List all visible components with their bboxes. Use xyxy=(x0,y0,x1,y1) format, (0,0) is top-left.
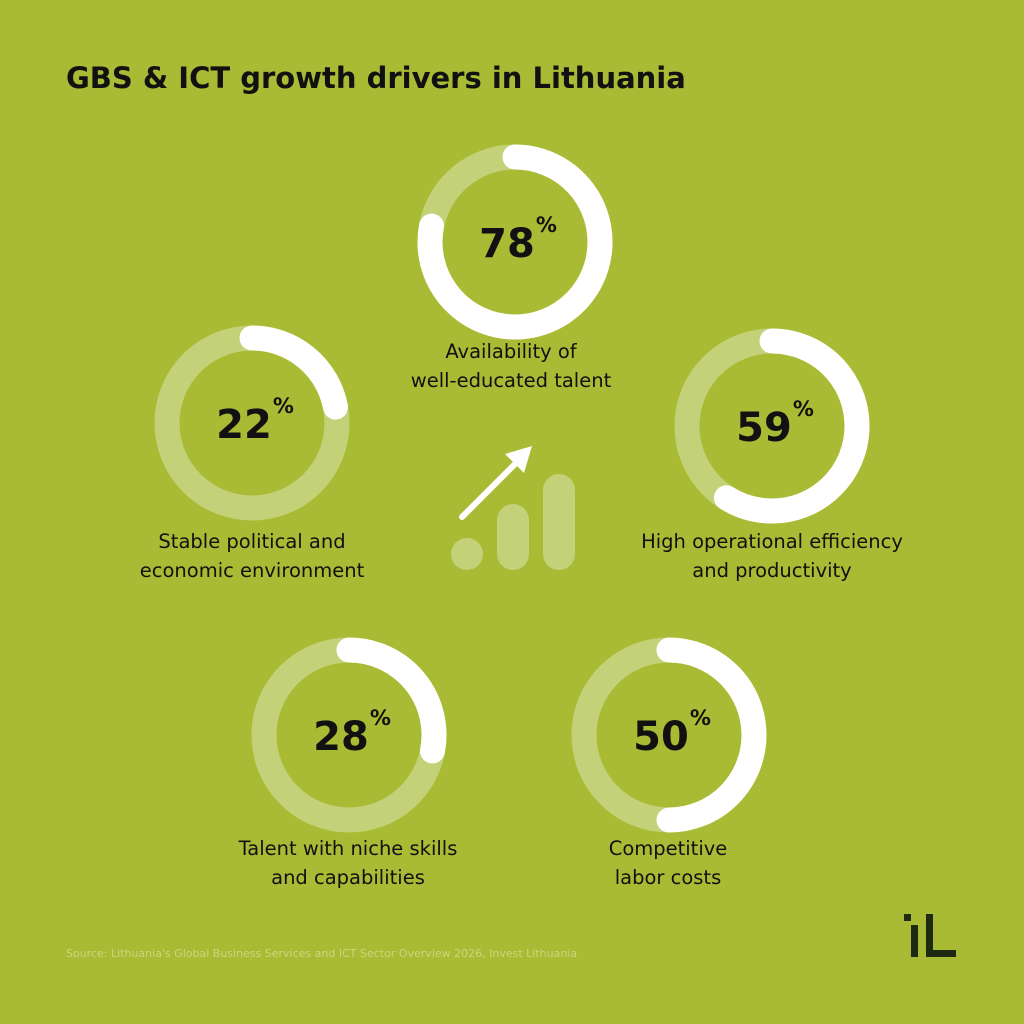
driver-label: labor costs xyxy=(615,866,722,889)
value-label: 78 xyxy=(479,221,535,267)
driver-label: and productivity xyxy=(692,559,851,582)
icon-dot xyxy=(451,538,483,570)
logo-part xyxy=(911,925,918,957)
value-label: 28 xyxy=(313,714,369,760)
driver-label: Talent with niche skills xyxy=(238,837,458,860)
unit-label: % xyxy=(370,706,391,730)
donut: 28 % Talent with niche skills and capabilit… xyxy=(238,637,458,889)
value-label: 59 xyxy=(736,405,792,451)
driver-label: Availability of xyxy=(445,340,577,363)
unit-label: % xyxy=(793,397,814,421)
logo-part xyxy=(926,950,956,957)
donut-arc xyxy=(336,637,447,764)
driver-label: High operational efficiency xyxy=(641,530,903,553)
growth-icon xyxy=(451,446,575,570)
value-label: 50 xyxy=(633,714,689,760)
source-note: Source: Lithuania's Global Business Serv… xyxy=(66,947,577,960)
donut: 50 % Competitive labor costs xyxy=(571,637,767,889)
unit-label: % xyxy=(690,706,711,730)
driver-label: economic environment xyxy=(140,559,365,582)
logo-part xyxy=(926,914,933,957)
driver-label: well-educated talent xyxy=(411,369,612,392)
driver-label: Stable political and xyxy=(158,530,345,553)
value-label: 22 xyxy=(216,402,272,448)
icon-arrow xyxy=(459,460,519,520)
unit-label: % xyxy=(273,394,294,418)
donut-arc xyxy=(713,328,870,524)
chart-title: GBS & ICT growth drivers in Lithuania xyxy=(66,61,686,95)
donut-arc xyxy=(239,325,348,420)
unit-label: % xyxy=(536,213,557,237)
donut-arc xyxy=(417,144,613,340)
donut: 78 % Availability of well-educated talent xyxy=(411,144,613,392)
donut-arc xyxy=(656,637,767,833)
icon-bar xyxy=(497,504,529,570)
donut: 22 % Stable political and economic environm… xyxy=(140,325,365,582)
logo-part xyxy=(904,914,911,921)
logo xyxy=(904,914,956,957)
driver-label: and capabilities xyxy=(271,866,425,889)
donut: 59 % High operational efficiency and produc… xyxy=(641,328,903,582)
icon-arrowhead xyxy=(505,446,532,473)
driver-label: Competitive xyxy=(609,837,728,860)
icon-bar xyxy=(543,474,575,570)
